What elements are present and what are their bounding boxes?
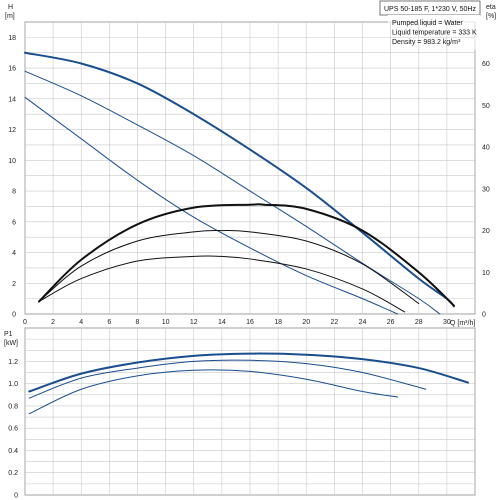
head-y-tick-label: 16 [8,66,16,73]
x-tick-label: 6 [107,319,111,326]
x-tick-label: 22 [330,319,338,326]
info-title: UPS 50-185 F, 1*230 V, 50Hz [384,6,476,13]
x-tick-label: 24 [359,319,367,326]
x-tick-label: 14 [218,319,226,326]
head-axis-symbol: H [8,4,13,11]
head-axis-unit: [m] [5,13,15,20]
power-axis-unit: [kW] [4,340,18,347]
power-curve-3 [28,369,399,415]
x-tick-label: 28 [415,319,423,326]
power-axis-symbol: P1 [4,331,13,338]
x-axis-label: Q [m³/h] [450,320,475,327]
power-y-tick-label: 1.0 [8,381,18,388]
x-tick-label: 0 [23,319,27,326]
eta-y-tick-label: 20 [482,228,490,235]
x-tick-label: 8 [136,319,140,326]
eta-y-tick-label: 60 [482,61,490,68]
eta-y-tick-label: 10 [482,270,490,277]
x-tick-label: 18 [274,319,282,326]
x-tick-label: 26 [387,319,395,326]
x-tick-label: 30 [443,319,451,326]
power-y-tick-label: 0.2 [8,470,18,477]
eta-axis-unit: [%] [486,13,496,20]
efficiency-curve-4 [38,203,455,307]
eta-y-tick-label: 40 [482,145,490,152]
x-tick-label: 4 [79,319,83,326]
head-y-tick-label: 6 [12,219,16,226]
power-y-tick-label: 0 [14,493,18,500]
power-y-tick-label: 0.8 [8,403,18,410]
efficiency-curve-6 [38,255,406,313]
head-y-tick-label: 8 [12,189,16,196]
eta-y-tick-label: 50 [482,103,490,110]
efficiency-curve-5 [38,230,420,305]
head-y-tick-label: 18 [8,35,16,42]
head-curve-1 [24,51,455,308]
eta-y-tick-label: 30 [482,186,490,193]
info-details-box [388,15,480,50]
x-tick-label: 16 [246,319,254,326]
x-tick-label: 12 [190,319,198,326]
power-curve-2 [28,359,427,399]
head-y-tick-label: 12 [8,127,16,134]
head-y-tick-label: 0 [12,312,16,319]
eta-axis-symbol: eta [486,4,496,11]
head-y-tick-label: 10 [8,158,16,165]
head-y-tick-label: 14 [8,96,16,103]
head-curve-3 [24,96,399,315]
x-tick-label: 10 [162,319,170,326]
info-line: Liquid temperature = 333 K [392,30,477,37]
head-y-tick-label: 2 [12,281,16,288]
power-curve-1 [28,352,469,393]
x-tick-label: 20 [302,319,310,326]
x-tick-label: 2 [51,319,55,326]
head-y-tick-label: 4 [12,250,16,257]
head-curve-2 [24,70,441,315]
info-line: Pumped liquid = Water [392,20,463,27]
power-y-tick-label: 0.6 [8,426,18,433]
info-line: Density = 983.2 kg/m³ [392,39,461,46]
power-y-tick-label: 0.4 [8,448,18,455]
power-y-tick-label: 1.2 [8,359,18,366]
eta-y-tick-label: 0 [482,312,486,319]
